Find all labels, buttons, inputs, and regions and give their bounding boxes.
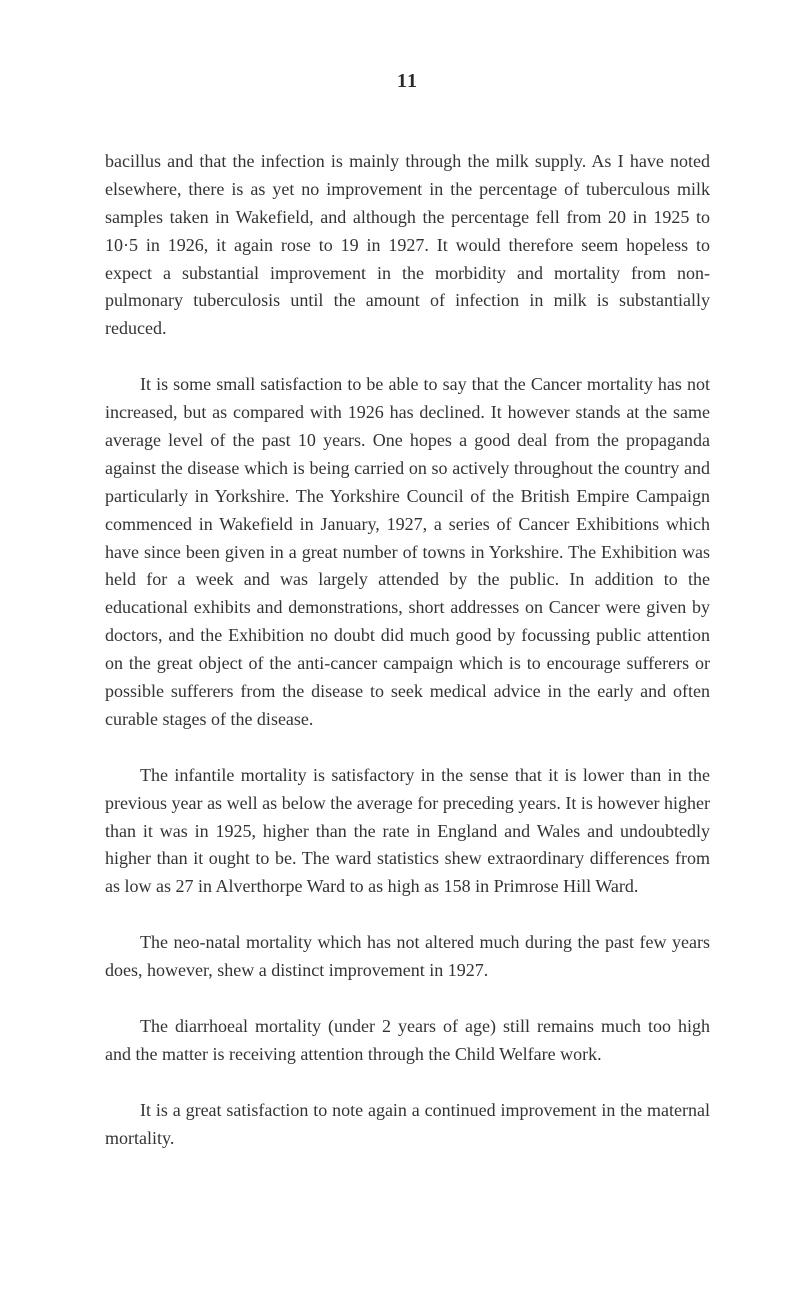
paragraph-3: The infantile mortality is satisfactory … [105, 762, 710, 901]
paragraph-1: bacillus and that the infection is mainl… [105, 148, 710, 343]
paragraph-4: The neo-natal mortality which has not al… [105, 929, 710, 985]
paragraph-5: The diarrhoeal mortality (under 2 years … [105, 1013, 710, 1069]
paragraph-2: It is some small satisfaction to be able… [105, 371, 710, 734]
document-page: 11 bacillus and that the infection is ma… [0, 0, 800, 1241]
paragraph-6: It is a great satisfaction to note again… [105, 1097, 710, 1153]
page-number: 11 [105, 70, 710, 93]
